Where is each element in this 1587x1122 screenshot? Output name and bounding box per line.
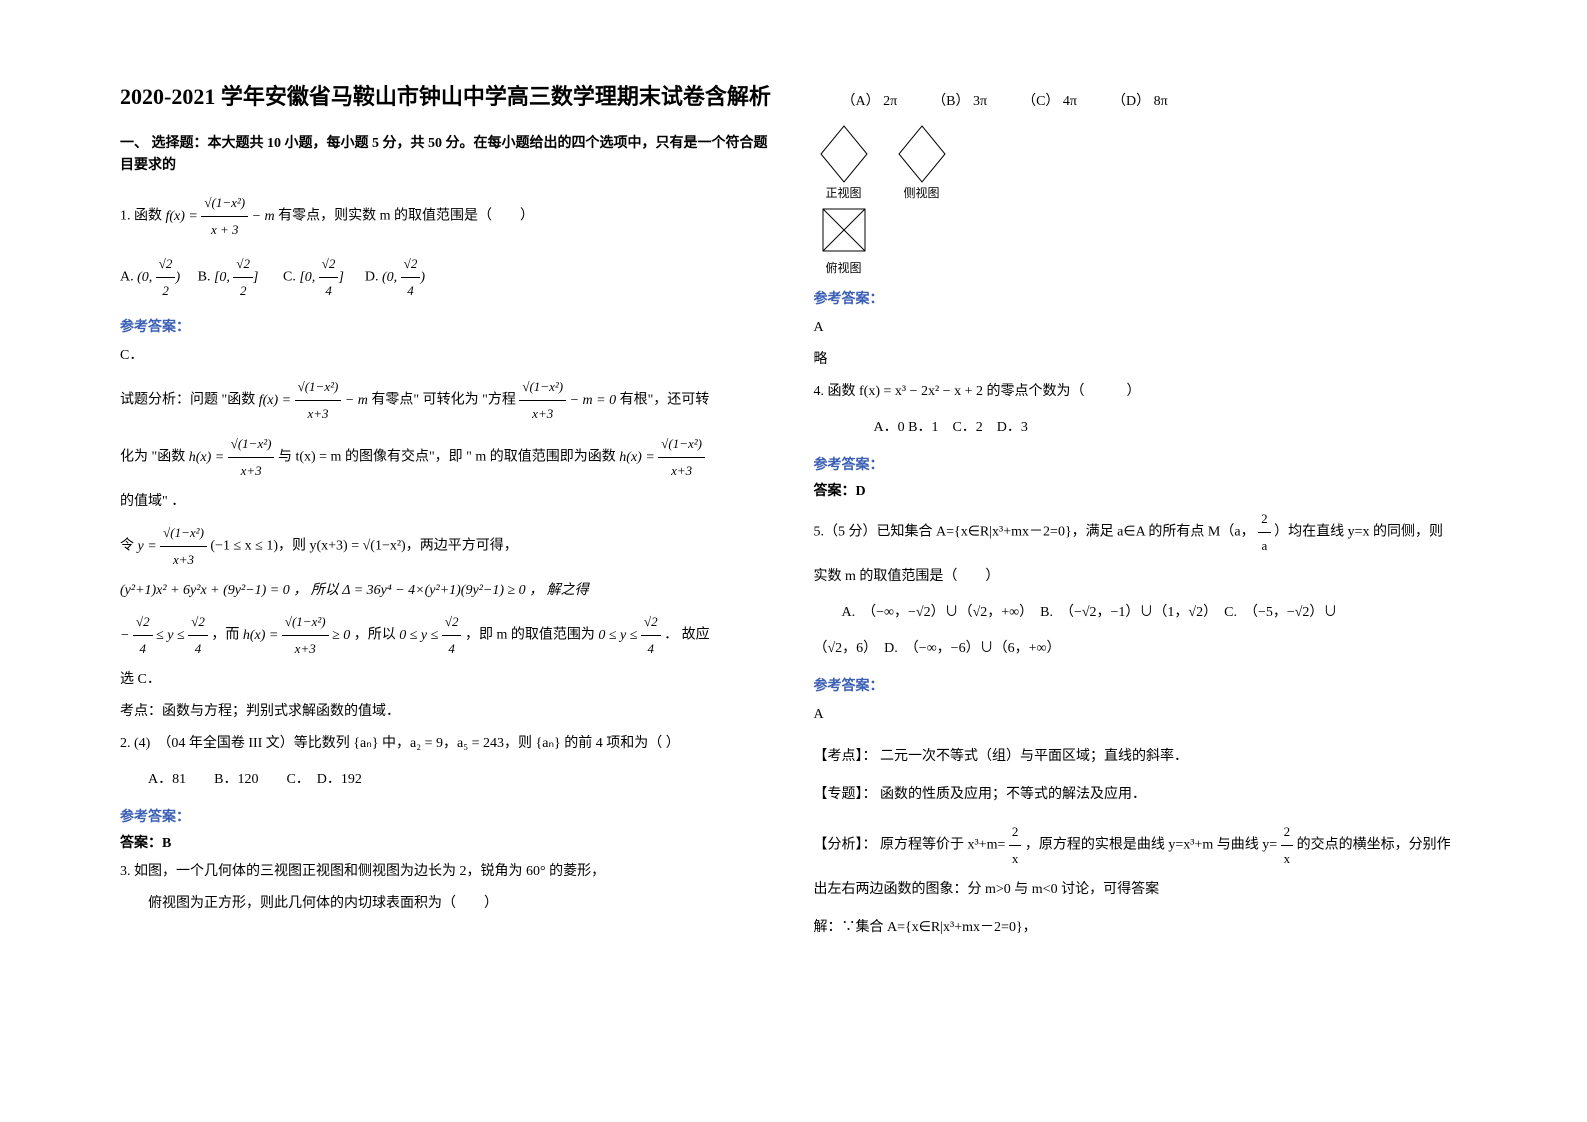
q5-fx-frac2: 2x bbox=[1281, 819, 1294, 872]
q5-fx-mid: ，原方程的实根是曲线 y=x³+m 与曲线 y= bbox=[1025, 838, 1277, 853]
q5-opt-line1: A. （−∞，−√2）∪（√2，+∞） B. （−√2，−1）∪（1，√2） C… bbox=[842, 599, 1468, 627]
q1-sol2-expr2: h(x) = √(1−x²)x+3 bbox=[619, 450, 705, 465]
q5-kd: 【考点】： 二元一次不等式（组）与平面区域；直线的斜率． bbox=[814, 743, 1468, 771]
q5-frac: 2a bbox=[1258, 506, 1271, 559]
q5-fx-frac1: 2x bbox=[1009, 819, 1022, 872]
q1-stem: 1. 函数 f(x) = √(1−x²)x + 3 − m 有零点，则实数 m … bbox=[120, 190, 774, 243]
q1-sol1-expr1: f(x) = √(1−x²)x+3 − m bbox=[259, 393, 368, 408]
exam-title: 2020-2021 学年安徽省马鞍山市钟山中学高三数学理期末试卷含解析 bbox=[120, 80, 774, 113]
q1-opt-a: (0, √22) bbox=[137, 270, 180, 285]
q1-sol1-prefix: 试题分析：问题 "函数 bbox=[120, 393, 255, 408]
q1-sol6-mid2: ，所以 bbox=[354, 628, 396, 643]
q2-stem: 2. (4) （04 年全国卷 III 文）等比数列 {aₙ} 中，a₂ = 9… bbox=[120, 730, 774, 758]
front-view: 正视图 bbox=[814, 124, 874, 201]
q4-ans: 答案：D bbox=[814, 480, 1468, 500]
three-views: 正视图 侧视图 bbox=[814, 124, 1468, 201]
q1-sol2-mid: 与 t(x) = m 的图像有交点"，即 " m 的取值范围即为函数 bbox=[278, 450, 616, 465]
front-view-label: 正视图 bbox=[814, 184, 874, 201]
q5-fx2: 出左右两边函数的图象：分 m>0 与 m<0 讨论，可得答案 bbox=[814, 876, 1468, 904]
q5-fx-suffix: 的交点的横坐标，分别作 bbox=[1297, 838, 1451, 853]
q1-opt-c-label: C. bbox=[283, 270, 296, 285]
q5-opt-line2: （√2，6） D. （−∞，−6）∪（6，+∞） bbox=[814, 635, 1468, 663]
q3-opt-d: （D） 8π bbox=[1112, 94, 1168, 109]
q1-sol3: 的值域" ． bbox=[120, 488, 774, 516]
q5-ans-head: 参考答案： bbox=[814, 675, 1468, 695]
q5-stem: 5.（5 分）已知集合 A={x∈R|x³+mx－2=0}，满足 a∈A 的所有… bbox=[814, 506, 1468, 559]
q1-sol6-expr1: − √24 ≤ y ≤ √24 bbox=[120, 628, 208, 643]
top-view-label: 俯视图 bbox=[814, 259, 874, 276]
q1-sol1-suffix: 有根"，还可转 bbox=[620, 393, 710, 408]
q1-sol6-expr2: h(x) = √(1−x²)x+3 ≥ 0 bbox=[243, 628, 350, 643]
q1-opt-b: [0, √22] bbox=[214, 270, 259, 285]
q2-ans: 答案：B bbox=[120, 832, 774, 852]
q5-zt: 【专题】： 函数的性质及应用；不等式的解法及应用． bbox=[814, 781, 1468, 809]
q5-stem-suffix: ）均在直线 y=x 的同侧，则 bbox=[1274, 525, 1443, 540]
q3-opt-a: （A） 2π bbox=[842, 94, 898, 109]
q3-ans-head: 参考答案： bbox=[814, 288, 1468, 308]
q2-options: A．81 B．120 C． D．192 bbox=[148, 766, 774, 794]
q5-fx-prefix: 【分析】： 原方程等价于 x³+m= bbox=[814, 838, 1006, 853]
q3-opt-b: （B） 3π bbox=[932, 94, 987, 109]
q1-options: A. (0, √22) B. [0, √22] C. [0, √24] D. (… bbox=[120, 251, 774, 304]
q1-opt-a-label: A. bbox=[120, 270, 134, 285]
q1-sol2: 化为 "函数 h(x) = √(1−x²)x+3 与 t(x) = m 的图像有… bbox=[120, 431, 774, 484]
q4-options: A．0 B．1 C．2 D．3 bbox=[874, 414, 1468, 442]
q3-stem1: 3. 如图，一个几何体的三视图正视图和侧视图为边长为 2，锐角为 60° 的菱形… bbox=[120, 858, 774, 886]
right-column: （A） 2π （B） 3π （C） 4π （D） 8π 正视图 侧视图 bbox=[794, 80, 1488, 1082]
q1-opt-b-label: B. bbox=[198, 270, 211, 285]
q1-func: f(x) = √(1−x²)x + 3 − m bbox=[166, 209, 279, 224]
q1-ans: C． bbox=[120, 342, 774, 370]
q5-stem-prefix: 5.（5 分）已知集合 A={x∈R|x³+mx－2=0}，满足 a∈A 的所有… bbox=[814, 525, 1255, 540]
q1-sol1-mid: 有零点" 可转化为 "方程 bbox=[371, 393, 515, 408]
q1-sol4-expr: y = √(1−x²)x+3 bbox=[138, 539, 207, 554]
q4-ans-head: 参考答案： bbox=[814, 454, 1468, 474]
q4-stem: 4. 函数 f(x) = x³ − 2x² − x + 2 的零点个数为（ ） bbox=[814, 378, 1468, 406]
q1-sol6-mid: ，而 bbox=[211, 628, 239, 643]
square-x-icon bbox=[819, 205, 869, 255]
q3-stem2: 俯视图为正方形，则此几何体的内切球表面积为（ ） bbox=[148, 890, 774, 918]
q1-stem-suffix: 有零点，则实数 m 的取值范围是（ ） bbox=[278, 209, 534, 224]
rhombus-icon bbox=[819, 124, 869, 184]
q1-opt-d: (0, √24) bbox=[382, 270, 425, 285]
q1-opt-c: [0, √24] bbox=[299, 270, 344, 285]
q3-ans2: 略 bbox=[814, 346, 1468, 374]
q1-sol5: (y²+1)x² + 6y²x + (9y²−1) = 0 ， 所以 Δ = 3… bbox=[120, 577, 774, 605]
q1-sol1-expr2: √(1−x²)x+3 − m = 0 bbox=[519, 393, 616, 408]
q1-sol6-mid3: ，即 m 的取值范围为 bbox=[465, 628, 595, 643]
q1-sol4: 令 y = √(1−x²)x+3 (−1 ≤ x ≤ 1)，则 y(x+3) =… bbox=[120, 520, 774, 573]
q1-sol4-mid: (−1 ≤ x ≤ 1)，则 y(x+3) = √(1−x²)，两边平方可得， bbox=[210, 539, 517, 554]
q5-ans: A bbox=[814, 701, 1468, 729]
q5-stem2: 实数 m 的取值范围是（ ） bbox=[814, 563, 1468, 591]
q1-sol8: 考点：函数与方程；判别式求解函数的值域． bbox=[120, 698, 774, 726]
q1-opt-d-label: D. bbox=[365, 270, 379, 285]
q3-ans: A bbox=[814, 314, 1468, 342]
q1-ans-head: 参考答案： bbox=[120, 316, 774, 336]
q1-sol4-prefix: 令 bbox=[120, 539, 134, 554]
q5-jie: 解：∵集合 A={x∈R|x³+mx－2=0}， bbox=[814, 914, 1468, 942]
q1-sol2-expr1: h(x) = √(1−x²)x+3 bbox=[189, 450, 275, 465]
q3-opt-c: （C） 4π bbox=[1022, 94, 1077, 109]
q3-options: （A） 2π （B） 3π （C） 4π （D） 8π bbox=[842, 88, 1468, 116]
q1-sol6-suffix: ． 故应 bbox=[664, 628, 710, 643]
side-view: 侧视图 bbox=[892, 124, 952, 201]
section-1-head: 一、 选择题：本大题共 10 小题，每小题 5 分，共 50 分。在每小题给出的… bbox=[120, 133, 774, 178]
rhombus-icon bbox=[897, 124, 947, 184]
q1-sol7: 选 C． bbox=[120, 666, 774, 694]
side-view-label: 侧视图 bbox=[892, 184, 952, 201]
q1-sol6-expr4: 0 ≤ y ≤ √24 bbox=[598, 628, 660, 643]
top-view: 俯视图 bbox=[814, 205, 874, 276]
q1-sol1: 试题分析：问题 "函数 f(x) = √(1−x²)x+3 − m 有零点" 可… bbox=[120, 374, 774, 427]
q1-sol6-expr3: 0 ≤ y ≤ √24 bbox=[399, 628, 461, 643]
q5-fx: 【分析】： 原方程等价于 x³+m= 2x ，原方程的实根是曲线 y=x³+m … bbox=[814, 819, 1468, 872]
q1-sol6: − √24 ≤ y ≤ √24 ，而 h(x) = √(1−x²)x+3 ≥ 0… bbox=[120, 609, 774, 662]
left-column: 2020-2021 学年安徽省马鞍山市钟山中学高三数学理期末试卷含解析 一、 选… bbox=[100, 80, 794, 1082]
q1-sol2-prefix: 化为 "函数 bbox=[120, 450, 185, 465]
q1-stem-prefix: 1. 函数 bbox=[120, 209, 162, 224]
q2-ans-head: 参考答案： bbox=[120, 806, 774, 826]
